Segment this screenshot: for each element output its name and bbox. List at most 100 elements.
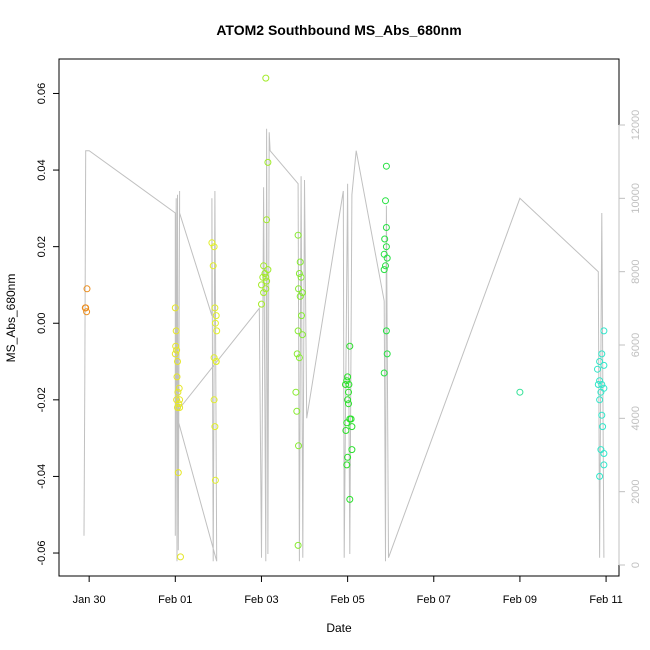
data-point	[599, 423, 607, 431]
data-point	[297, 273, 305, 281]
x-tick-label: Feb 09	[503, 594, 537, 606]
data-point	[596, 472, 604, 480]
data-point	[295, 270, 303, 277]
data-point	[596, 358, 604, 365]
data-point	[597, 388, 605, 396]
data-point	[293, 407, 301, 415]
data-point	[343, 419, 351, 427]
data-point	[598, 381, 606, 388]
data-point	[344, 396, 352, 404]
data-point	[211, 319, 219, 327]
data-point	[172, 327, 180, 335]
y-tick-label: 0.02	[36, 236, 48, 257]
y2-tick-label: 12000	[630, 110, 642, 141]
data-point	[213, 327, 221, 335]
data-point	[342, 427, 350, 434]
data-point	[260, 262, 268, 270]
data-point	[383, 350, 391, 358]
data-point	[262, 273, 270, 281]
data-point	[171, 304, 179, 312]
data-point	[173, 396, 181, 404]
data-point	[174, 358, 181, 365]
y-tick-label: -0.04	[36, 464, 48, 489]
data-point	[293, 350, 301, 358]
data-point	[173, 346, 181, 354]
data-point	[346, 495, 354, 503]
data-point	[343, 461, 351, 469]
data-point	[264, 158, 272, 166]
data-point	[294, 231, 302, 239]
data-point	[209, 262, 217, 270]
data-point	[294, 327, 302, 335]
data-point	[173, 373, 181, 381]
data-point	[258, 300, 265, 308]
data-point	[596, 396, 604, 404]
y-tick-label: 0.00	[36, 312, 48, 333]
data-point	[380, 266, 388, 274]
data-point	[346, 342, 354, 350]
data-point	[294, 541, 302, 549]
data-point	[298, 331, 306, 339]
secondary-line-path	[83, 128, 605, 562]
x-tick-label: Jan 30	[73, 594, 106, 606]
data-point	[212, 312, 220, 320]
data-point	[382, 197, 389, 205]
data-point	[172, 342, 180, 350]
data-point	[175, 400, 183, 408]
data-point	[596, 377, 604, 385]
data-point	[298, 312, 305, 320]
data-point	[600, 450, 608, 457]
data-point	[296, 258, 304, 266]
x-tick-label: Feb 07	[417, 594, 451, 606]
data-point	[342, 381, 349, 388]
data-point	[343, 377, 351, 385]
x-tick-label: Feb 05	[330, 594, 364, 606]
y2-tick-label: 10000	[630, 183, 642, 214]
y-tick-label: 0.06	[36, 83, 48, 104]
y-axis-label: MS_Abs_680nm	[4, 274, 18, 363]
data-point	[383, 254, 391, 262]
data-point	[211, 423, 219, 431]
data-point	[83, 285, 91, 293]
data-point	[174, 404, 181, 411]
data-point	[264, 266, 272, 274]
data-point	[260, 289, 268, 297]
data-point	[600, 327, 608, 335]
x-tick-label: Feb 03	[244, 594, 278, 606]
y2-tick-label: 0	[630, 562, 642, 568]
x-tick-label: Feb 01	[158, 594, 192, 606]
x-tick-label: Feb 11	[589, 594, 622, 606]
y2-axis: 0 2000 4000 6000 8000 10000 12000	[618, 110, 642, 568]
data-point	[262, 74, 270, 82]
data-point	[259, 273, 267, 281]
data-point	[83, 308, 91, 316]
data-point	[344, 373, 352, 381]
y2-tick-label: 8000	[630, 259, 642, 283]
data-point	[345, 381, 353, 388]
data-point	[177, 553, 184, 561]
data-point	[600, 361, 608, 369]
chart-title: ATOM2 Southbound MS_Abs_680nm	[216, 22, 461, 38]
data-point	[345, 400, 352, 408]
data-point	[171, 350, 179, 358]
data-point	[212, 358, 220, 365]
data-point	[381, 235, 389, 243]
data-point	[292, 388, 300, 396]
data-point	[594, 365, 601, 373]
data-point	[348, 446, 356, 454]
data-point	[298, 289, 306, 297]
y2-tick-label: 2000	[630, 479, 642, 503]
data-point	[208, 239, 216, 247]
data-point	[175, 384, 183, 392]
y-axis: -0.06 -0.04 -0.02 0.00 0.02 0.04 0.06	[36, 83, 60, 566]
data-point	[345, 388, 352, 396]
data-point	[210, 243, 218, 251]
data-point	[210, 354, 218, 362]
data-point	[81, 304, 89, 312]
data-point	[211, 304, 219, 312]
data-point	[176, 396, 184, 404]
x-axis: Jan 30 Feb 01 Feb 03 Feb 05 Feb 07 Feb 09 Feb …	[73, 575, 623, 606]
y2-tick-label: 6000	[630, 333, 642, 357]
x-axis-label: Date	[326, 621, 352, 635]
